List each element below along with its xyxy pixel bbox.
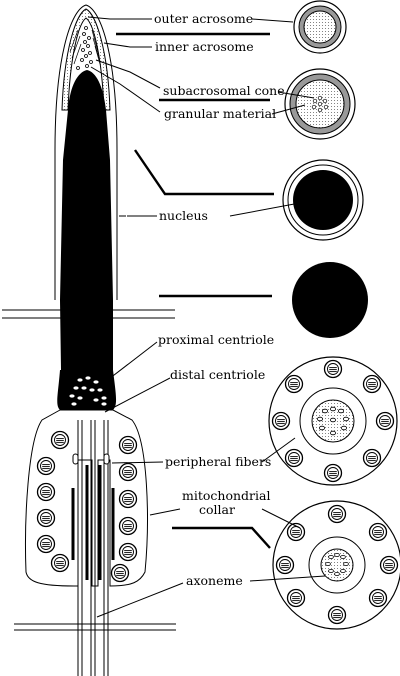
inner-acrosome (69, 29, 101, 65)
label-nucleus: nucleus (159, 208, 208, 223)
label-peripheral-fibers: peripheral fibers (165, 454, 271, 469)
granular-material (76, 26, 93, 70)
label-mitochondrial-collar-line2: collar (199, 502, 235, 517)
cross-section-nucleus-1 (282, 159, 364, 241)
cross-section-acrosome (293, 0, 347, 54)
section-markers (116, 32, 274, 549)
centrioles (68, 375, 108, 407)
cross-section-subacrosomal (284, 68, 356, 140)
cross-section-centriole (268, 356, 398, 486)
label-granular-material: granular material (164, 106, 276, 121)
cross-section-axoneme (272, 500, 400, 630)
labels: outer acrosome inner acrosome subacrosom… (154, 11, 285, 588)
label-proximal-centriole: proximal centriole (158, 332, 274, 347)
label-mitochondrial-collar-line1: mitochondrial (182, 488, 270, 503)
label-subacrosomal-cone: subacrosomal cone (163, 83, 285, 98)
cross-section-nucleus-2 (292, 262, 368, 338)
longitudinal-section (2, 4, 176, 676)
outer-acrosome (61, 8, 111, 111)
label-distal-centriole: distal centriole (170, 367, 265, 382)
label-axoneme: axoneme (186, 573, 243, 588)
label-outer-acrosome: outer acrosome (154, 11, 253, 26)
nucleus-body (60, 70, 113, 378)
peripheral-fibers (71, 453, 115, 580)
label-inner-acrosome: inner acrosome (155, 39, 254, 54)
head-membrane (54, 4, 118, 300)
leader-lines (87, 16, 326, 618)
